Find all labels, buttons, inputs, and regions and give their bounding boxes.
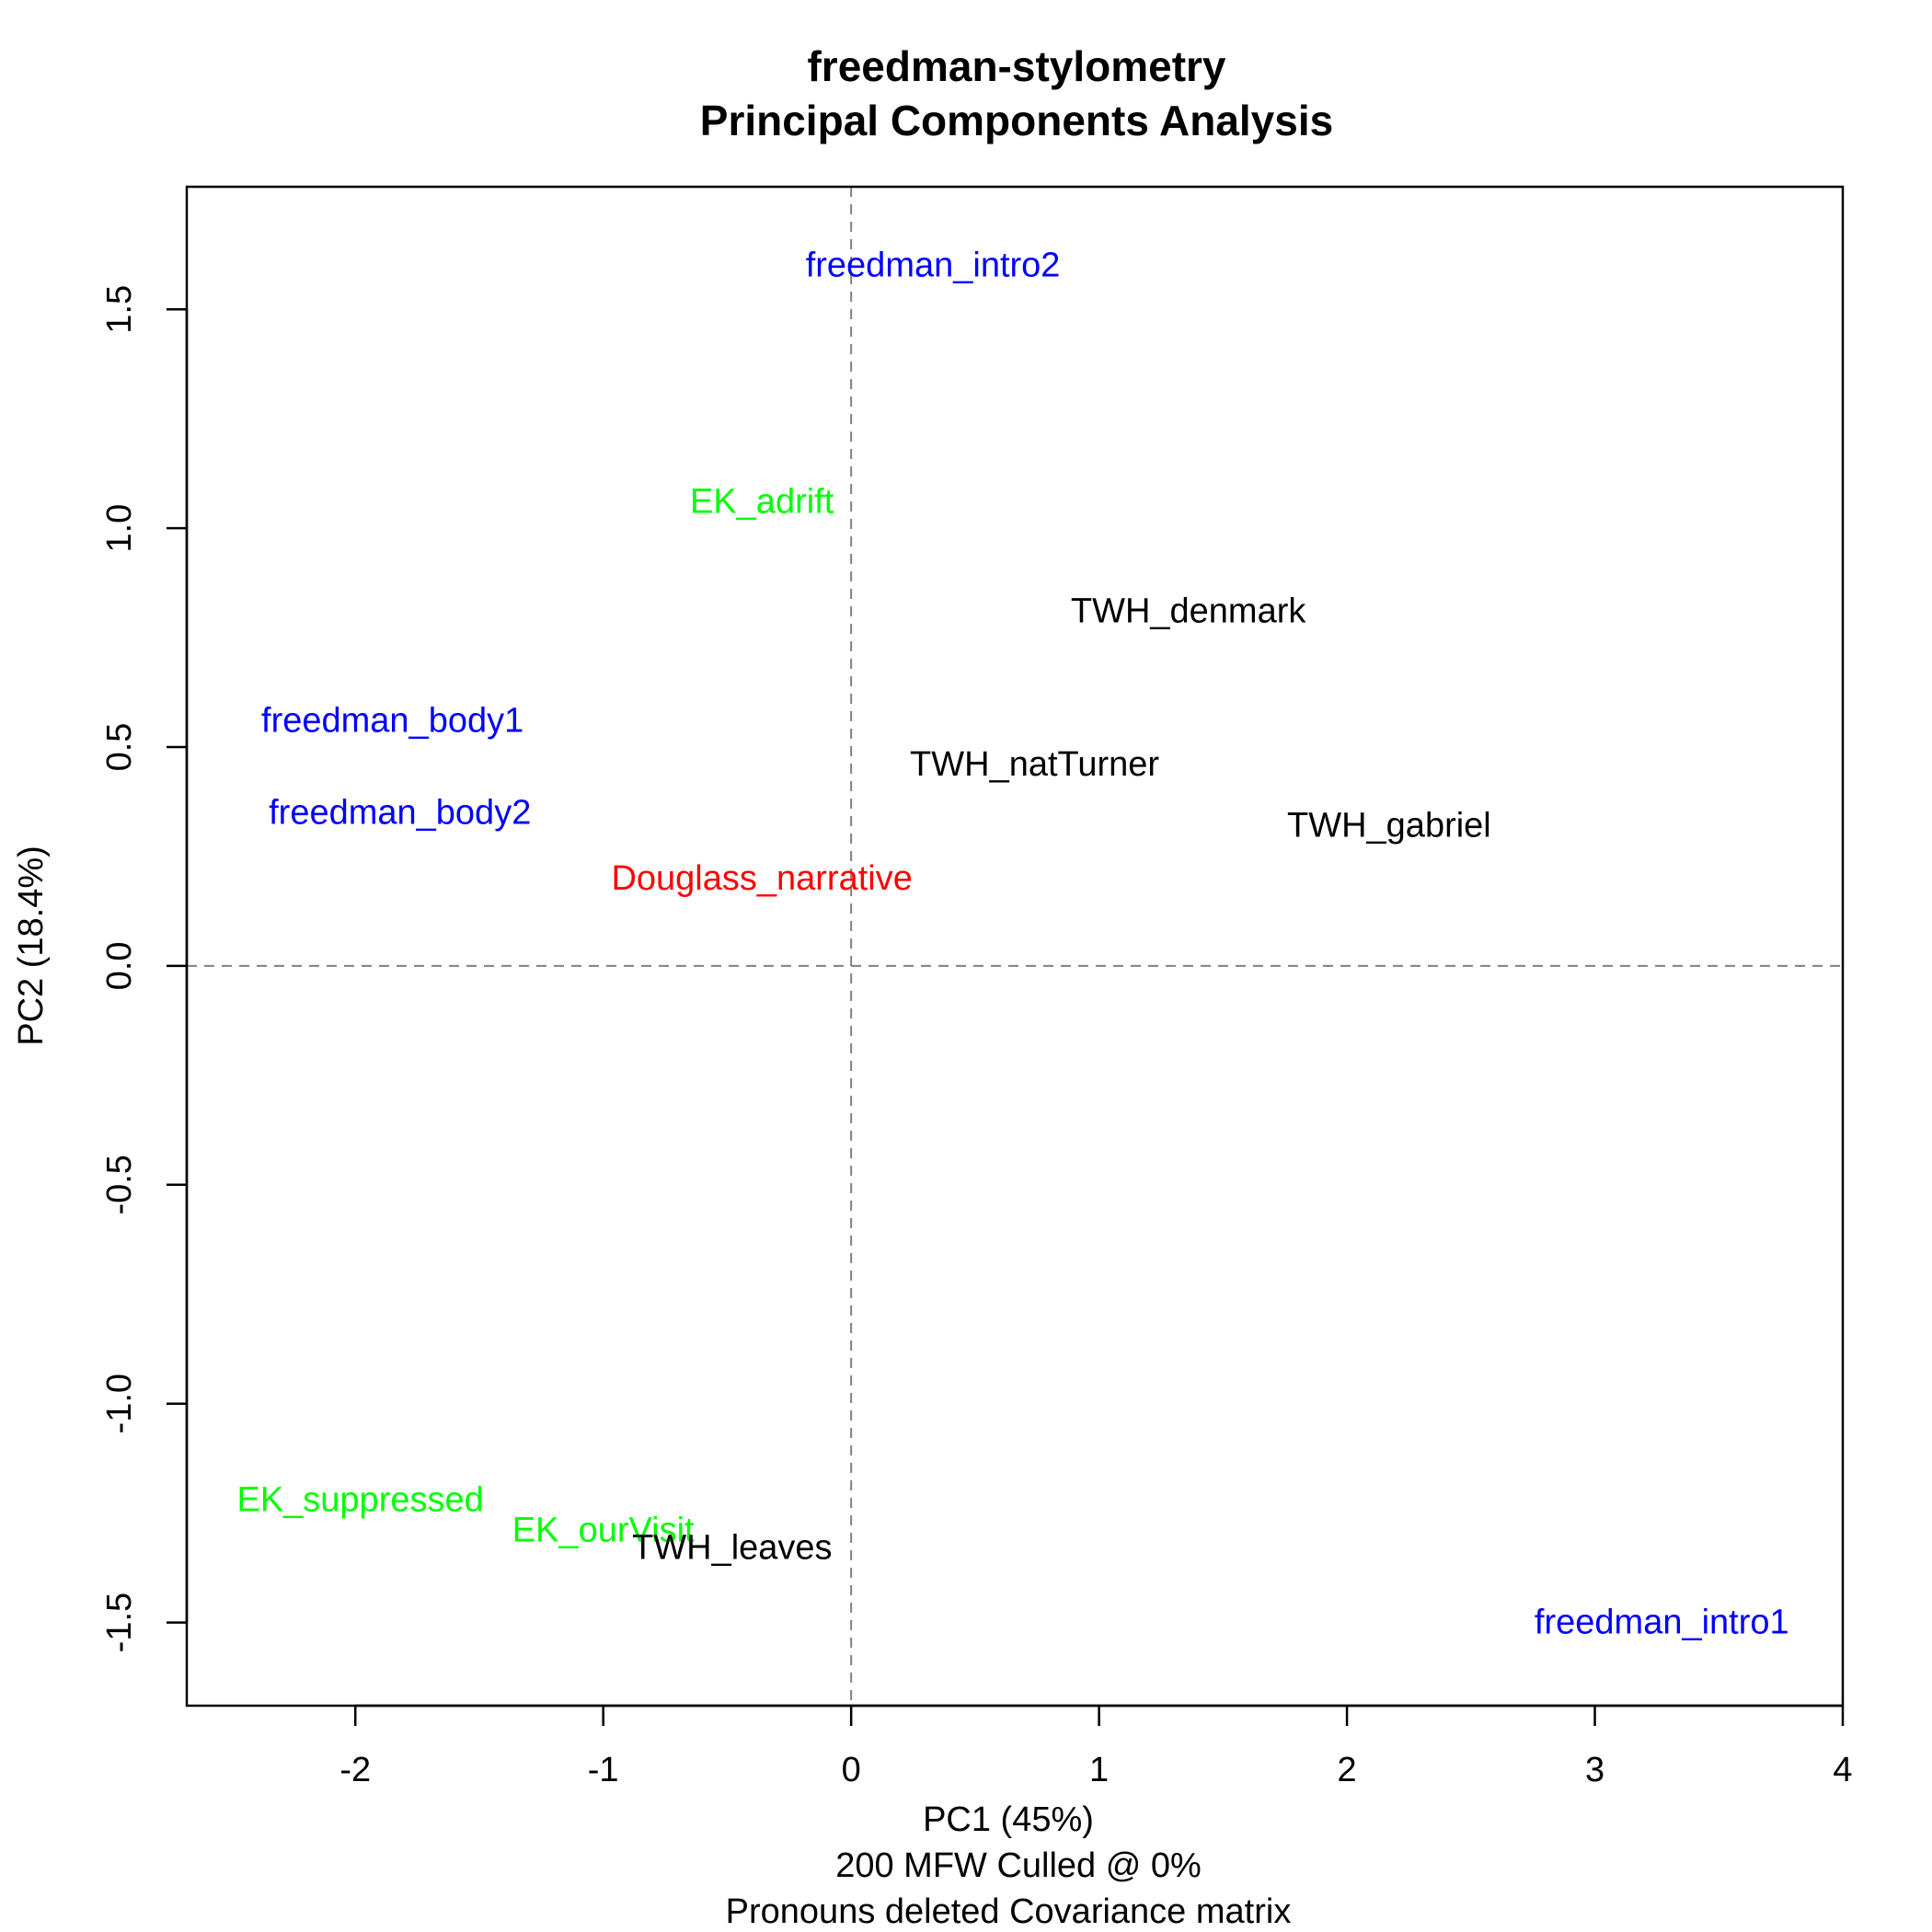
- y-tick-label: -0.5: [100, 1155, 139, 1214]
- point-label: TWH_gabriel: [1287, 807, 1491, 845]
- x-tick-label: 2: [1338, 1751, 1357, 1789]
- point-label: TWH_natTurner: [910, 745, 1159, 784]
- x-tick-label: 1: [1089, 1751, 1109, 1789]
- x-axis-sublabel-2: Pronouns deleted Covariance matrix: [726, 1892, 1292, 1931]
- y-tick-label: -1.5: [100, 1593, 139, 1652]
- point-labels: freedman_intro2 EK_adrift TWH_denmarkfreed…: [236, 247, 1788, 1642]
- point-label: EK_suppressed: [236, 1480, 483, 1519]
- point-label: EK_ourVisit: [512, 1512, 695, 1550]
- x-tick-label: 0: [842, 1751, 861, 1789]
- point-label: TWH_leaves: [632, 1529, 833, 1568]
- x-tick-label: 4: [1833, 1751, 1852, 1789]
- point-label: TWH_denmark: [1071, 592, 1306, 631]
- x-tick-label: -2: [339, 1751, 371, 1789]
- plot-frame: [185, 185, 1845, 1708]
- x-tick-label: 3: [1585, 1751, 1604, 1789]
- x-axis-sublabel-1: 200 MFW Culled @ 0%: [835, 1846, 1202, 1885]
- y-tick-label: 0.5: [100, 723, 139, 772]
- point-label: freedman_body2: [269, 793, 531, 832]
- chart-subtitle: Principal Components Analysis: [700, 97, 1333, 144]
- chart-title: freedman-stylometry: [807, 42, 1225, 90]
- x-tick-label: -1: [588, 1751, 619, 1789]
- reference-lines: [187, 187, 1843, 1706]
- y-tick-label: 0.0: [100, 941, 139, 990]
- point-label: freedman_body1: [261, 701, 523, 740]
- y-tick-label: 1.5: [100, 285, 139, 334]
- x-axis-label: PC1 (45%): [923, 1800, 1094, 1839]
- y-axis: -1.5 -1.0 -0.5 0.0 0.5 1.0 1.5: [100, 285, 189, 1652]
- point-label: EK_adrift: [690, 483, 834, 522]
- y-tick-label: -1.0: [100, 1374, 139, 1433]
- point-label: freedman_intro1: [1535, 1604, 1789, 1642]
- y-tick-label: 1.0: [100, 504, 139, 553]
- point-label: Douglass_narrative: [611, 859, 912, 898]
- y-axis-label: PC2 (18.4%): [12, 845, 51, 1046]
- point-label: freedman_intro2: [806, 247, 1061, 285]
